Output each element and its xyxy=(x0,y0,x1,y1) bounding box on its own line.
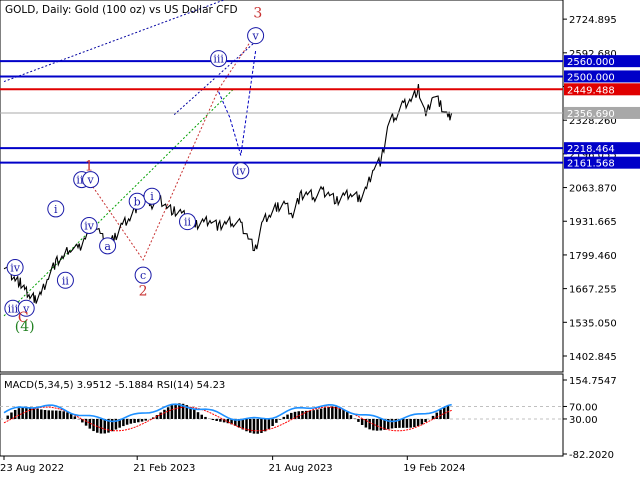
wave-label-text: a xyxy=(104,240,111,253)
level-price-tag xyxy=(564,156,640,169)
wave-label-text: iii xyxy=(8,302,19,315)
y-tick-label: 2592.680 xyxy=(569,49,617,60)
wave-label-text: iii xyxy=(213,53,224,66)
level-price-label: 2500.000 xyxy=(567,72,615,83)
y-tick-label: 2196.055 xyxy=(569,150,617,161)
wave-label-text: (4) xyxy=(15,319,35,335)
y-tick-label: 1667.255 xyxy=(569,285,617,296)
wave-label-text: v xyxy=(22,302,30,315)
level-price-tag xyxy=(564,142,640,155)
wave-label-text: v xyxy=(86,174,94,187)
ind-tick-label: 70.00 xyxy=(569,402,598,413)
wave-label-circle xyxy=(56,271,74,289)
price-y-axis: 2724.8952592.6802460.4652328.2602196.055… xyxy=(563,15,640,363)
y-tick-label: 2328.260 xyxy=(569,116,617,127)
wave-label-circle xyxy=(247,27,265,45)
wave-label-text: b xyxy=(134,195,141,208)
levels-layer xyxy=(0,60,563,164)
wave-label-text: 1 xyxy=(85,159,94,175)
current-price-label: 2356.690 xyxy=(567,109,615,120)
indicator-y-axis: 154.7547 70.00 30.00 -82.2020 xyxy=(563,376,617,461)
ind-tick-label: 154.7547 xyxy=(569,376,617,387)
wave-label-text: iii xyxy=(76,174,87,187)
y-tick-label: 2063.870 xyxy=(569,184,617,195)
wave-label-text: v xyxy=(251,30,259,43)
trend-line-green xyxy=(3,88,234,317)
price-line xyxy=(3,84,453,304)
wave-label-circle xyxy=(143,187,161,205)
ind-tick-label: -82.2020 xyxy=(569,450,614,461)
wave-label-circle xyxy=(179,213,197,231)
y-tick-label: 1402.845 xyxy=(569,352,617,363)
wave-label-circle xyxy=(80,216,98,234)
wave-label-circle xyxy=(210,50,228,68)
x-tick-label: 19 Feb 2024 xyxy=(403,463,465,474)
wave-label-text: 3 xyxy=(253,6,262,22)
wave-label-text: iv xyxy=(84,219,95,232)
wave-label-text: iv xyxy=(10,262,21,275)
level-price-tag xyxy=(564,83,640,96)
indicator-layer xyxy=(0,403,563,434)
y-tick-label: 1799.460 xyxy=(569,251,617,262)
wave-label-text: i xyxy=(54,203,58,216)
wave-label-circle xyxy=(6,259,24,277)
wave-label-text: ii xyxy=(62,274,70,287)
wave-label-circle xyxy=(47,200,65,218)
current-price-tag xyxy=(564,106,640,119)
wave-label-text: 2 xyxy=(139,283,148,299)
wave-label-text: i xyxy=(150,190,154,203)
x-tick-label: 21 Aug 2023 xyxy=(269,463,333,474)
indicator-label: MACD(5,34,5) 3.9512 -5.1884 RSI(14) 54.2… xyxy=(4,380,225,391)
wave-label-circle xyxy=(99,237,117,255)
level-price-label: 2449.488 xyxy=(567,85,615,96)
chart-title: GOLD, Daily: Gold (100 oz) vs US Dollar … xyxy=(5,4,238,16)
level-price-label: 2161.568 xyxy=(567,159,615,170)
level-price-label: 2560.000 xyxy=(567,57,615,68)
wave-label-text: c xyxy=(140,269,146,282)
wave-label-circle xyxy=(232,162,250,180)
level-price-tag xyxy=(564,55,640,68)
rsi-line xyxy=(3,403,452,423)
wave-label-circle xyxy=(17,299,35,317)
wave-label-text: iv xyxy=(236,165,247,178)
x-tick-label: 21 Feb 2023 xyxy=(133,463,195,474)
wave-label-circle xyxy=(134,266,152,284)
y-tick-label: 1535.050 xyxy=(569,318,617,329)
wave-label-circle xyxy=(82,171,100,189)
y-tick-label: 2724.895 xyxy=(569,15,617,26)
y-tick-label: 1931.665 xyxy=(569,217,617,228)
macd-signal-line xyxy=(3,406,452,432)
time-x-axis: 23 Aug 2022 21 Feb 2023 21 Aug 2023 19 Feb … xyxy=(0,456,466,474)
x-tick-label: 23 Aug 2022 xyxy=(0,463,64,474)
wave-label-text: C xyxy=(18,310,29,326)
level-price-label: 2218.464 xyxy=(567,144,615,155)
level-price-tag xyxy=(564,70,640,83)
trend-line-upper xyxy=(3,0,226,83)
ind-tick-label: 30.00 xyxy=(569,415,598,426)
projection-path xyxy=(218,50,257,156)
wave-label-text: ii xyxy=(184,216,192,229)
